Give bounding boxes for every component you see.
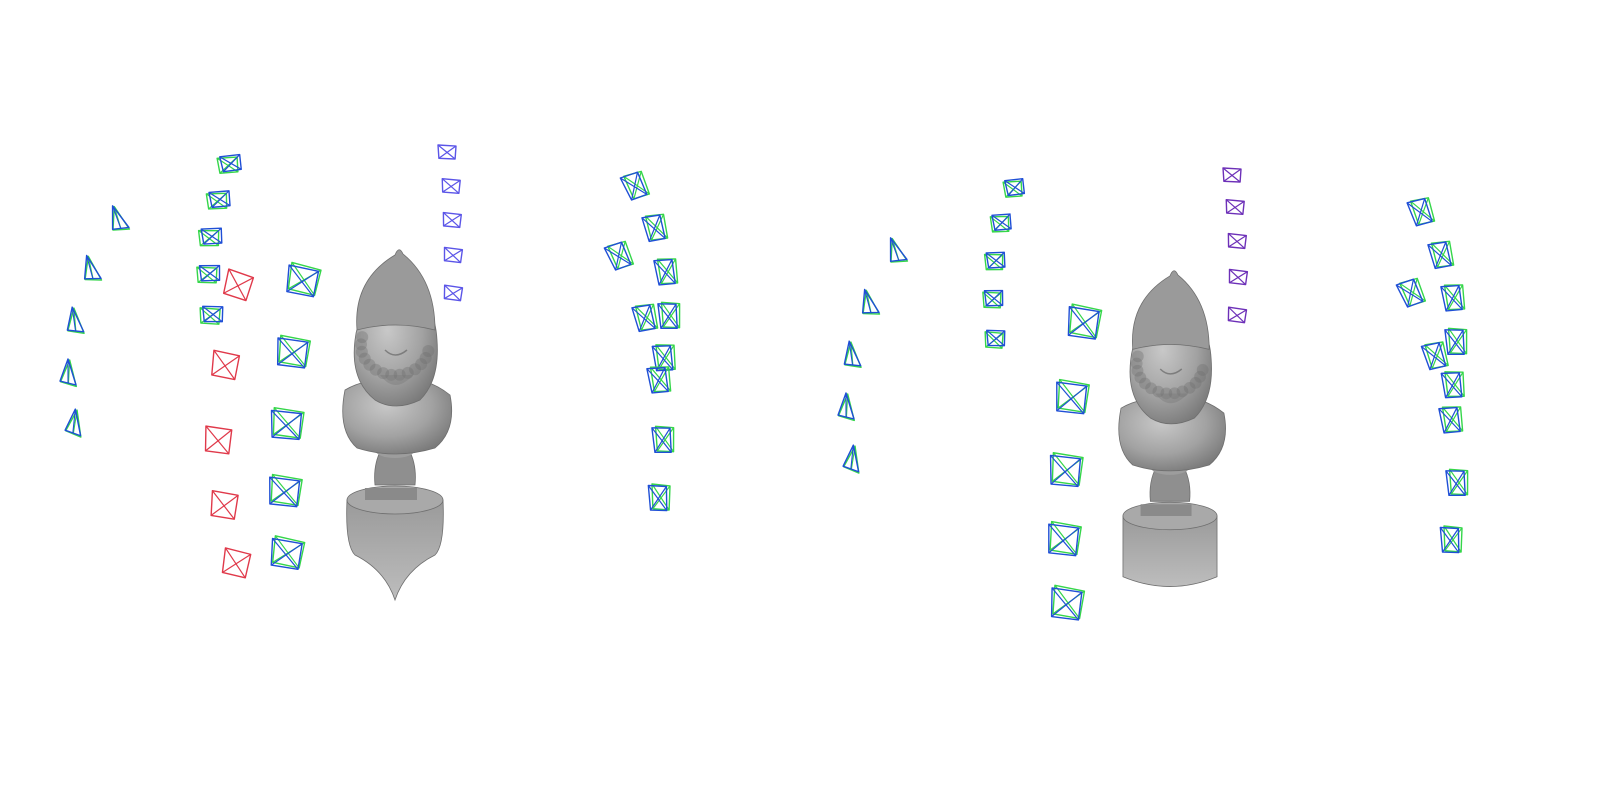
left-right-arc-camera-2-est [642, 213, 666, 243]
purple-camera-3 [1228, 234, 1247, 249]
violet-camera-5 [443, 285, 462, 301]
violet-camera-3 [443, 213, 462, 228]
large-camera-1-gt [287, 262, 322, 295]
right-right-arc-camera-10-est [1440, 527, 1459, 554]
right-large-camera-1-est [1067, 307, 1100, 340]
left-arc-camera-3-est [64, 306, 83, 334]
left-col-camera-5-est [203, 306, 224, 323]
right-large-camera-4-est [1047, 524, 1079, 556]
large-camera-3-est [271, 410, 302, 439]
left-right-arc-camera-5-est [632, 303, 656, 333]
red-camera-1 [222, 269, 254, 301]
right-right-arc-camera-5-est [1421, 341, 1446, 371]
right-panel [838, 168, 1468, 620]
left-col-camera-1-est [220, 153, 242, 172]
left-arc-camera-2-est [79, 253, 101, 282]
purple-camera-2 [1226, 200, 1244, 215]
violet-camera-2 [442, 179, 460, 194]
right-right-arc-camera-7-est [1441, 371, 1462, 399]
left-arc-camera-4-est [60, 359, 76, 385]
left-arc-camera-5-est [65, 408, 84, 436]
right-large-camera-3-est [1049, 455, 1080, 486]
left-right-arc-camera-8-est [647, 366, 669, 395]
right-right-arc-camera-1-est [1407, 197, 1433, 228]
red-camera-5 [221, 548, 251, 578]
left-right-arc-camera-3-est [604, 240, 631, 271]
right-arc-camera-5-est [843, 444, 862, 472]
red-camera-3 [204, 426, 232, 454]
left-col-camera-2-est [209, 190, 231, 209]
large-camera-4-est [268, 477, 299, 507]
right-arc-camera-3-est [841, 340, 860, 368]
red-camera-2 [210, 350, 239, 379]
right-large-camera-5-est [1050, 588, 1082, 620]
right-right-arc-camera-3-est [1396, 277, 1423, 308]
red-camera-4 [210, 491, 239, 520]
violet-camera-4 [444, 247, 463, 262]
right-col-camera-2-est [992, 213, 1012, 231]
right-bust-mesh [1118, 270, 1226, 587]
right-arc-camera-1-est [883, 235, 907, 265]
right-right-arc-camera-6-est [1445, 328, 1465, 355]
right-arc-camera-2-est [857, 287, 879, 316]
right-large-camera-2-est [1055, 382, 1087, 414]
right-right-arc-camera-4-est [1441, 284, 1463, 313]
purple-camera-1 [1223, 168, 1241, 182]
right-col-camera-1-est [1005, 178, 1026, 197]
right-right-arc-camera-2-est [1428, 240, 1452, 270]
purple-camera-4 [1229, 269, 1248, 284]
purple-camera-5 [1227, 307, 1246, 323]
large-camera-2-est [276, 338, 308, 368]
right-right-arc-camera-8-est [1439, 406, 1461, 435]
left-arc-camera-1-est [105, 203, 129, 233]
left-right-arc-camera-4-est [654, 258, 676, 287]
right-right-arc-camera-9-est [1446, 469, 1466, 496]
left-right-arc-camera-9-est [652, 426, 672, 453]
left-col-camera-3-est [201, 227, 223, 245]
large-camera-5-est [270, 539, 303, 570]
large-camera-1-est [285, 265, 319, 297]
left-right-arc-camera-6-est [658, 302, 678, 329]
left-col-camera-4-est [199, 264, 220, 281]
right-col-camera-3-est [986, 251, 1006, 269]
left-right-arc-camera-1-est [620, 170, 647, 201]
right-col-camera-5-est [987, 330, 1006, 347]
right-col-camera-4-est [984, 289, 1003, 306]
left-right-arc-camera-10-est [648, 485, 667, 512]
left-panel [60, 145, 680, 602]
left-bust-mesh [342, 249, 453, 602]
right-arc-camera-4-est [838, 393, 854, 419]
violet-camera-1 [438, 145, 456, 159]
